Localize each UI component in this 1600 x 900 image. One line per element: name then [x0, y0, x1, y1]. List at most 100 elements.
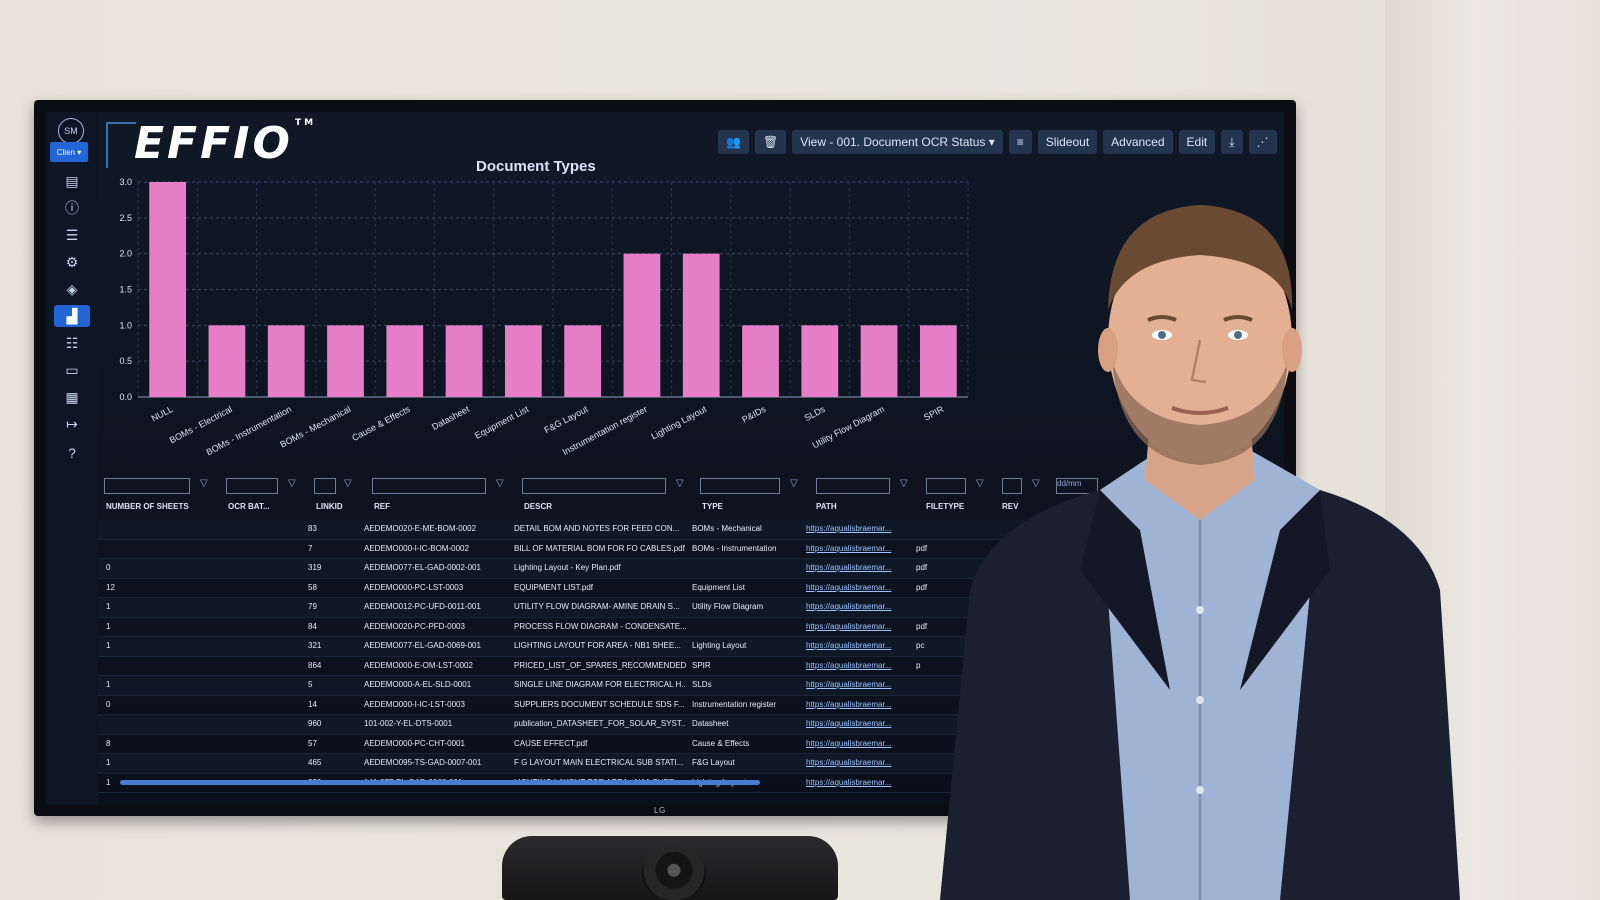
table-row[interactable]: 960 101-002-Y-EL-DTS-0001 publication_DATA…	[98, 715, 1098, 735]
filter-icon[interactable]: ☷	[65, 334, 79, 351]
x-tick-label: SLDs	[803, 404, 828, 423]
filter-input[interactable]	[104, 478, 190, 494]
table-cell: 321	[308, 641, 322, 650]
x-tick-label: NULL	[150, 404, 175, 424]
filter-input[interactable]	[816, 478, 890, 494]
share-button[interactable]: ⋰	[1248, 130, 1277, 154]
users-icon: 👥	[726, 135, 741, 149]
filter-button[interactable]: ≡	[1008, 130, 1032, 154]
column-header[interactable]: LINKID	[316, 502, 343, 511]
filter-funnel-icon[interactable]: ▽	[790, 478, 798, 489]
path-link[interactable]: https://aqualisbraemar...	[806, 582, 892, 592]
filter-funnel-icon[interactable]: ▽	[496, 478, 504, 489]
settings-icon[interactable]: ⚙	[65, 253, 79, 270]
table-cell: F G LAYOUT MAIN ELECTRICAL SUB STATI...	[514, 758, 684, 767]
path-link[interactable]: https://aqualisbraemar...	[806, 758, 892, 767]
path-link[interactable]: https://aqualisbraemar...	[806, 699, 892, 709]
column-header[interactable]: FILETYPE	[926, 502, 965, 511]
edit-button[interactable]: Edit	[1178, 130, 1216, 154]
table-row[interactable]: 1 465 AEDEMO095-TS-GAD-0007-001 F G LAYOUT …	[98, 754, 1098, 774]
filter-input[interactable]	[926, 478, 966, 494]
list-icon[interactable]: ☰	[65, 226, 79, 243]
horizontal-scrollbar[interactable]	[120, 780, 760, 785]
client-selector[interactable]: Clien ▾	[50, 142, 88, 162]
table-row[interactable]: 83 AEDEMO020-E-ME-BOM-0002 DETAIL BOM AND …	[98, 520, 1098, 540]
filter-funnel-icon[interactable]: ▽	[1032, 478, 1040, 489]
chart-icon[interactable]: ▟	[54, 305, 90, 327]
help-icon[interactable]: ?	[68, 445, 76, 461]
layout-icon[interactable]: ▦	[65, 388, 79, 405]
column-header[interactable]: TYPE	[702, 502, 723, 511]
filter-funnel-icon[interactable]: ▽	[676, 478, 684, 489]
filter-input[interactable]	[522, 478, 666, 494]
table-row[interactable]: 1 321 AEDEMO077-EL-GAD-0069-001 LIGHTING LA…	[98, 637, 1098, 657]
path-link[interactable]: https://aqualisbraemar...	[806, 719, 892, 728]
path-link[interactable]: https://aqualisbraemar...	[806, 621, 892, 631]
filter-input[interactable]	[314, 478, 336, 494]
column-header[interactable]: PATH	[816, 502, 837, 511]
table-row[interactable]: 7 AEDEMO000-I-IC-BOM-0002 BILL OF MATERIAL…	[98, 540, 1098, 559]
filter-funnel-icon[interactable]: ▽	[976, 478, 984, 489]
table-cell: Datasheet	[692, 719, 729, 728]
trash-icon: 🗑	[762, 135, 779, 149]
document-icon[interactable]: ▤	[65, 172, 79, 189]
filter-funnel-icon[interactable]: ▽	[900, 478, 908, 489]
filter-input[interactable]	[226, 478, 278, 494]
logout-icon[interactable]: ↦	[66, 415, 78, 432]
table-cell: AEDEMO000-E-OM-LST-0002	[364, 660, 473, 670]
download-button[interactable]: ⤓	[1221, 130, 1243, 154]
table-cell: 7	[308, 543, 313, 553]
table-cell: Cause & Effects	[692, 738, 750, 748]
table-row[interactable]: 864 AEDEMO000-E-OM-LST-0002 PRICED_LIST_OF…	[98, 657, 1098, 676]
table-row[interactable]: 8 57 AEDEMO000-PC-CHT-0001 CAUSE EFFECT.pdf…	[98, 735, 1098, 754]
slideout-button[interactable]: Slideout	[1037, 130, 1098, 154]
filter-input[interactable]	[372, 478, 486, 494]
info-icon[interactable]: ⓘ	[65, 200, 79, 216]
table-cell: AEDEMO000-A-EL-SLD-0001	[364, 680, 472, 689]
table-cell: 319	[308, 563, 322, 572]
date-filter-input[interactable]: dd/mm	[1056, 478, 1098, 494]
table-cell: publication_DATASHEET_FOR_SOLAR_SYST...	[514, 719, 686, 728]
diamond-icon[interactable]: ◈	[66, 280, 78, 297]
delete-button[interactable]: 🗑	[754, 130, 787, 154]
path-link[interactable]: https://aqualisbraemar...	[806, 777, 892, 787]
y-tick-label: 1.5	[119, 285, 132, 295]
table-header: NUMBER OF SHEETS OCR BAT... LINKID REF D…	[102, 502, 1102, 518]
table-row[interactable]: 0 14 AEDEMO000-I-IC-LST-0003 SUPPLIERS DOCU…	[98, 696, 1098, 715]
chart-bar	[149, 182, 187, 397]
table-row[interactable]: 0 319 AEDEMO077-EL-GAD-0002-001 Lighting La…	[98, 559, 1098, 579]
y-tick-label: 0.5	[119, 356, 132, 366]
filter-funnel-icon[interactable]: ▽	[344, 478, 352, 489]
table-row[interactable]: 12 58 AEDEMO000-PC-LST-0003 EQUIPMENT LIST.…	[98, 579, 1098, 598]
briefcase-icon[interactable]: ▭	[65, 361, 79, 378]
column-header[interactable]: REF	[374, 502, 390, 511]
path-link[interactable]: https://aqualisbraemar...	[806, 680, 892, 689]
table-row[interactable]: 1 84 AEDEMO020-PC-PFD-0003 PROCESS FLOW DIA…	[98, 618, 1098, 637]
path-link[interactable]: https://aqualisbraemar...	[806, 602, 892, 611]
table-cell: EQUIPMENT LIST.pdf	[514, 582, 593, 592]
filter-input[interactable]	[1002, 478, 1022, 494]
table-cell: 465	[308, 758, 322, 767]
users-button[interactable]: 👥	[718, 130, 749, 154]
filter-funnel-icon[interactable]: ▽	[200, 478, 208, 489]
table-cell: 84	[308, 621, 317, 631]
path-link[interactable]: https://aqualisbraemar...	[806, 563, 892, 572]
column-header[interactable]: DESCR	[524, 502, 553, 511]
path-link[interactable]: https://aqualisbraemar...	[806, 543, 892, 553]
chart-bar	[327, 325, 364, 397]
logo-decoration	[106, 122, 136, 168]
column-header[interactable]: REV	[1002, 502, 1019, 511]
column-header[interactable]: NUMBER OF SHEETS	[106, 502, 189, 511]
path-link[interactable]: https://aqualisbraemar...	[806, 738, 892, 748]
view-select[interactable]: View - 001. Document OCR Status ▾	[792, 130, 1003, 154]
column-header[interactable]: OCR BAT...	[228, 502, 270, 511]
path-link[interactable]: https://aqualisbraemar...	[806, 660, 892, 670]
advanced-button[interactable]: Advanced	[1103, 130, 1173, 154]
filter-funnel-icon[interactable]: ▽	[288, 478, 296, 489]
table-row[interactable]: 1 79 AEDEMO012-PC-UFD-0011-001 UTILITY FLOW…	[98, 598, 1098, 618]
filter-input[interactable]	[700, 478, 780, 494]
table-row[interactable]: 1 5 AEDEMO000-A-EL-SLD-0001 SINGLE LINE DIA…	[98, 676, 1098, 696]
path-link[interactable]: https://aqualisbraemar...	[806, 641, 892, 650]
avatar[interactable]: SM	[58, 118, 84, 144]
path-link[interactable]: https://aqualisbraemar...	[806, 524, 892, 533]
